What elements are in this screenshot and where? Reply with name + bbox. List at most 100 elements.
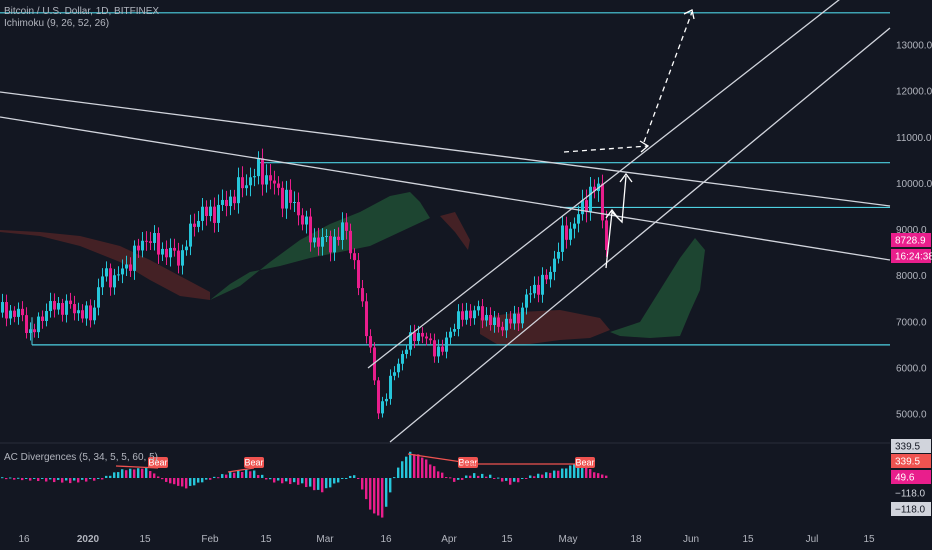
ac-bar bbox=[457, 478, 460, 480]
candle-down bbox=[89, 305, 92, 321]
candle-up bbox=[45, 311, 48, 322]
candle-down bbox=[357, 260, 360, 289]
time-axis[interactable]: 16 2020 15 Feb 15 Mar 16 Apr 15 May 18 Jun 15 Jul 15 bbox=[18, 534, 875, 545]
ac-bar bbox=[241, 472, 244, 478]
candle-up bbox=[445, 337, 448, 352]
price-badges: 8728.9 16:24:38 339.5 339.5 49.6 −118.0 −118.0 bbox=[891, 233, 932, 516]
candle-down bbox=[337, 236, 340, 240]
ac-bar bbox=[537, 473, 540, 478]
ac-bar bbox=[49, 478, 52, 480]
ac-bar bbox=[17, 477, 20, 479]
ac-bar bbox=[465, 475, 468, 478]
ac-bar bbox=[45, 478, 48, 482]
ac-bar bbox=[441, 472, 444, 478]
price-tick-label: 5000.0 bbox=[896, 410, 927, 421]
candle-down bbox=[361, 288, 364, 302]
ac-bar bbox=[261, 474, 264, 478]
ac-bar bbox=[93, 478, 96, 481]
ac-bar bbox=[497, 477, 500, 479]
candle-down bbox=[13, 310, 16, 317]
candle-down bbox=[213, 206, 216, 223]
ac-top-badge bbox=[891, 439, 931, 453]
candle-down bbox=[173, 247, 176, 251]
ac-bar bbox=[33, 478, 36, 479]
ac-bar bbox=[369, 478, 372, 510]
symbol-legend[interactable]: Bitcoin / U.S. Dollar, 1D, BITFINEX bbox=[4, 6, 159, 17]
ac-bar bbox=[329, 478, 332, 488]
ac-bar bbox=[569, 465, 572, 478]
ac-bar bbox=[577, 461, 580, 478]
ac-bar bbox=[253, 470, 256, 478]
ac-bar bbox=[209, 478, 212, 480]
ac-bar bbox=[301, 478, 304, 484]
time-tick-label: 15 bbox=[742, 534, 754, 545]
ac-bar bbox=[1, 477, 4, 479]
ac-bar bbox=[501, 478, 504, 482]
ac-bar bbox=[365, 478, 368, 500]
candle-up bbox=[557, 251, 560, 259]
divergence-line bbox=[407, 453, 463, 463]
ac-bar bbox=[553, 470, 556, 478]
ac-bar bbox=[197, 478, 200, 483]
candle-up bbox=[189, 223, 192, 247]
candle-down bbox=[353, 253, 356, 261]
candle-down bbox=[329, 236, 332, 253]
ichimoku-legend[interactable]: Ichimoku (9, 26, 52, 26) bbox=[4, 18, 109, 29]
bear-label: Bear bbox=[458, 458, 477, 468]
ac-legend[interactable]: AC Divergences (5, 34, 5, 5, 60, 5) bbox=[4, 452, 158, 463]
cloud-bull-segment bbox=[610, 238, 705, 338]
candle-down bbox=[545, 274, 548, 280]
ac-bar bbox=[401, 461, 404, 478]
cloud-bear-segment bbox=[0, 230, 210, 300]
ac-bar bbox=[5, 478, 8, 480]
ac-bar bbox=[605, 475, 608, 478]
candle-down bbox=[53, 301, 56, 310]
candle-down bbox=[33, 329, 36, 333]
ac-bar bbox=[113, 472, 116, 478]
time-tick-label: 15 bbox=[863, 534, 875, 545]
candle-down bbox=[165, 248, 168, 258]
ac-bar bbox=[145, 467, 148, 478]
ac-bar bbox=[229, 471, 232, 478]
ac-bar bbox=[409, 451, 412, 478]
candle-down bbox=[369, 336, 372, 348]
ac-bar bbox=[201, 478, 204, 483]
ac-bar bbox=[193, 478, 196, 486]
candle-up bbox=[389, 375, 392, 399]
ac-bar bbox=[317, 478, 320, 490]
candle-down bbox=[269, 175, 272, 181]
ac-bar bbox=[217, 477, 220, 479]
last-price-badge-text: 8728.9 bbox=[895, 236, 926, 247]
candle-down bbox=[373, 347, 376, 381]
ac-bar bbox=[405, 456, 408, 478]
candle-up bbox=[313, 237, 316, 243]
ac-bar bbox=[557, 470, 560, 478]
candle-up bbox=[341, 222, 344, 240]
price-axis[interactable]: 5000.0 6000.0 7000.0 8000.0 9000.0 10000.0 110… bbox=[896, 41, 932, 421]
divergence-lines: Bear Bear Bear Bear bbox=[115, 453, 595, 473]
candle-up bbox=[209, 206, 212, 217]
ac-bar bbox=[565, 468, 568, 478]
candle-up bbox=[201, 206, 204, 221]
ac-bar bbox=[149, 471, 152, 478]
cloud-bear-segment bbox=[440, 212, 470, 250]
ac-bar bbox=[561, 468, 564, 478]
ac-bar bbox=[505, 478, 508, 481]
candle-down bbox=[241, 177, 244, 189]
ac-bar bbox=[225, 474, 228, 478]
candle-up bbox=[393, 372, 396, 376]
price-tick-label: 12000.0 bbox=[896, 87, 932, 98]
candle-down bbox=[73, 304, 76, 314]
candle-up bbox=[181, 250, 184, 266]
candle-down bbox=[301, 215, 304, 225]
ac-bar bbox=[333, 478, 336, 484]
ac-bar bbox=[377, 478, 380, 516]
ac-bar bbox=[181, 478, 184, 487]
ac-divergences-pane: Bear Bear Bear Bear bbox=[1, 451, 608, 518]
candle-up bbox=[85, 305, 88, 319]
ac-bar bbox=[529, 475, 532, 478]
ac-bar bbox=[589, 469, 592, 478]
arrow-head bbox=[605, 208, 619, 219]
candle-up bbox=[285, 189, 288, 209]
